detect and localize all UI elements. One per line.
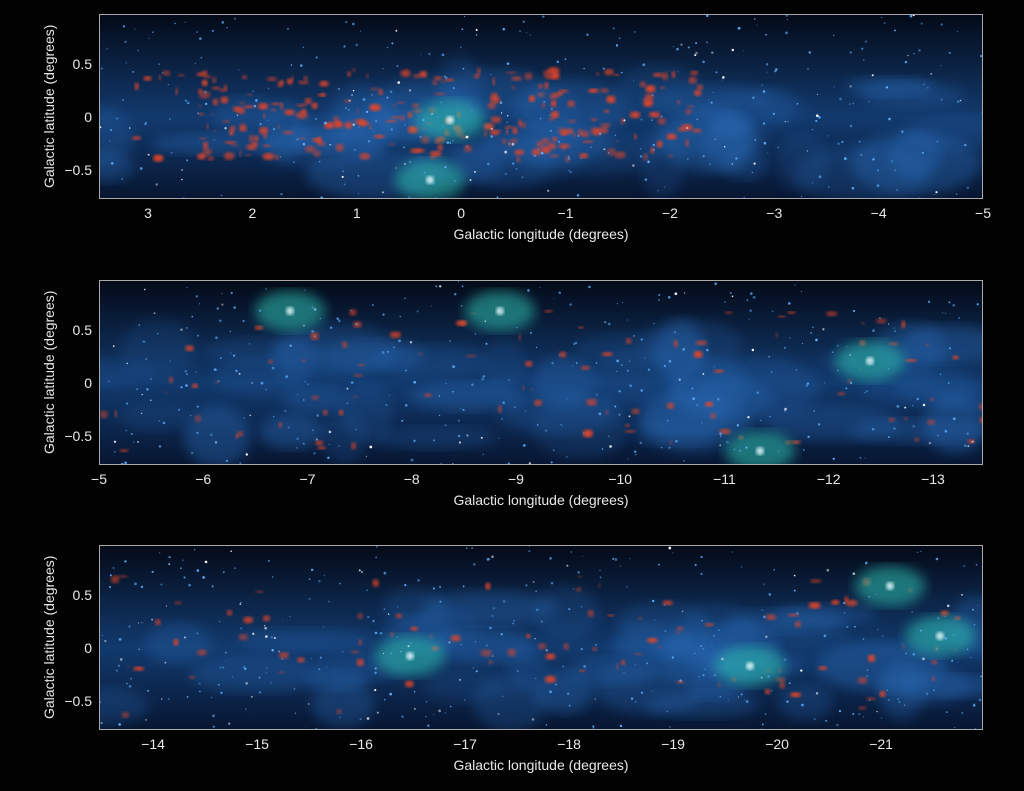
y-axis-label: Galactic latitude (degrees)	[40, 14, 58, 199]
x-tick-label: −20	[765, 736, 789, 752]
x-tick-label: −8	[404, 471, 420, 487]
x-tick-label: −1	[558, 205, 574, 221]
x-axis-label: Galactic longitude (degrees)	[453, 757, 628, 773]
x-tick-label: −14	[141, 736, 165, 752]
x-tick-label: −18	[557, 736, 581, 752]
sky-texture	[100, 281, 983, 465]
sky-texture	[100, 15, 983, 199]
x-tick-label: −13	[921, 471, 945, 487]
y-tick-label: 0.5	[73, 587, 92, 603]
x-tick-label: −21	[869, 736, 893, 752]
y-tick-label: 0	[84, 109, 92, 125]
y-tick-label: 0.5	[73, 322, 92, 338]
panel-1: Galactic latitude (degrees) Galactic lon…	[0, 0, 1024, 260]
x-axis-label: Galactic longitude (degrees)	[453, 226, 628, 242]
x-tick-label: −3	[766, 205, 782, 221]
x-tick-label: −19	[661, 736, 685, 752]
y-axis-label: Galactic latitude (degrees)	[40, 280, 58, 465]
sky-image	[99, 14, 983, 199]
x-tick-label: −5	[975, 205, 991, 221]
y-tick-label: −0.5	[64, 428, 92, 444]
x-tick-label: −12	[817, 471, 841, 487]
sky-image	[99, 280, 983, 465]
y-axis-label: Galactic latitude (degrees)	[40, 545, 58, 730]
x-tick-label: −9	[508, 471, 524, 487]
x-tick-label: −6	[195, 471, 211, 487]
x-tick-label: −11	[713, 471, 736, 487]
x-tick-label: −15	[245, 736, 269, 752]
x-tick-label: −2	[662, 205, 678, 221]
y-tick-label: 0.5	[73, 56, 92, 72]
sky-texture	[100, 546, 983, 730]
y-tick-label: 0	[84, 375, 92, 391]
sky-image	[99, 545, 983, 730]
x-tick-label: −10	[608, 471, 632, 487]
y-tick-label: 0	[84, 640, 92, 656]
x-axis-label: Galactic longitude (degrees)	[453, 492, 628, 508]
x-tick-label: −5	[91, 471, 107, 487]
x-tick-label: 1	[353, 205, 361, 221]
y-tick-label: −0.5	[64, 162, 92, 178]
x-tick-label: −16	[349, 736, 373, 752]
x-tick-label: 3	[144, 205, 152, 221]
panel-2: Galactic latitude (degrees) Galactic lon…	[0, 266, 1024, 526]
x-tick-label: −7	[300, 471, 316, 487]
y-tick-label: −0.5	[64, 693, 92, 709]
x-tick-label: −4	[871, 205, 887, 221]
x-tick-label: 0	[457, 205, 465, 221]
panel-3: Galactic latitude (degrees) Galactic lon…	[0, 531, 1024, 791]
x-tick-label: 2	[249, 205, 257, 221]
x-tick-label: −17	[453, 736, 477, 752]
